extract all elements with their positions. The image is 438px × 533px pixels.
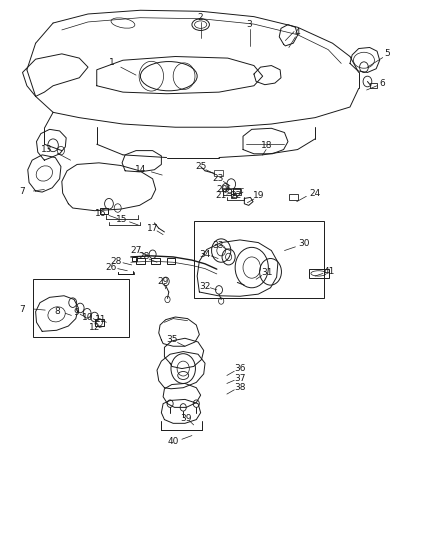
Text: 37: 37	[234, 374, 246, 383]
Text: 1: 1	[109, 59, 115, 67]
Text: 27: 27	[131, 246, 142, 255]
Bar	[132, 257, 137, 261]
Text: 11: 11	[95, 315, 106, 324]
Text: 25: 25	[195, 162, 206, 171]
Bar	[136, 258, 145, 264]
Text: 29: 29	[157, 277, 169, 286]
Text: 30: 30	[298, 239, 310, 248]
Text: 4: 4	[295, 28, 300, 37]
Bar	[233, 189, 241, 195]
Text: 40: 40	[167, 438, 179, 447]
Bar	[194, 221, 324, 298]
Text: 35: 35	[166, 335, 177, 344]
Bar	[289, 193, 298, 200]
Bar	[166, 258, 175, 264]
Text: 36: 36	[234, 364, 246, 373]
Text: 10: 10	[82, 312, 94, 321]
Bar	[100, 208, 108, 214]
Text: 9: 9	[73, 308, 79, 317]
Text: 39: 39	[180, 414, 192, 423]
Text: 18: 18	[261, 141, 273, 150]
Text: 13: 13	[41, 145, 52, 154]
Text: 17: 17	[147, 224, 159, 233]
Text: 14: 14	[135, 165, 146, 174]
Text: 33: 33	[212, 241, 224, 250]
Text: 24: 24	[309, 189, 321, 198]
Text: 7: 7	[20, 187, 25, 196]
Text: 19: 19	[253, 191, 264, 200]
Bar	[308, 269, 329, 278]
Text: 2: 2	[198, 13, 204, 22]
Bar	[223, 189, 231, 195]
Text: 6: 6	[380, 78, 385, 87]
Text: 3: 3	[247, 20, 252, 29]
Text: 22: 22	[231, 191, 242, 200]
Text: 8: 8	[55, 307, 60, 316]
Text: 32: 32	[199, 281, 211, 290]
Text: 23: 23	[212, 174, 224, 183]
Text: 41: 41	[323, 268, 335, 276]
Text: 28: 28	[111, 257, 122, 265]
Bar	[231, 194, 237, 198]
Bar	[95, 319, 104, 326]
Bar	[370, 83, 378, 88]
Text: 20: 20	[217, 185, 228, 194]
Text: 7: 7	[20, 304, 25, 313]
Text: 12: 12	[89, 323, 100, 332]
Text: 15: 15	[117, 215, 128, 224]
Text: 16: 16	[95, 209, 107, 218]
Text: 21: 21	[215, 191, 227, 200]
Text: 26: 26	[105, 263, 117, 272]
Text: 31: 31	[261, 269, 273, 277]
Text: 38: 38	[234, 383, 246, 392]
Bar	[214, 169, 223, 176]
Text: 34: 34	[199, 250, 211, 259]
Bar	[233, 188, 240, 193]
Bar	[33, 279, 129, 337]
Text: 5: 5	[384, 50, 390, 58]
Bar	[151, 258, 160, 264]
Text: 28: 28	[138, 253, 150, 261]
